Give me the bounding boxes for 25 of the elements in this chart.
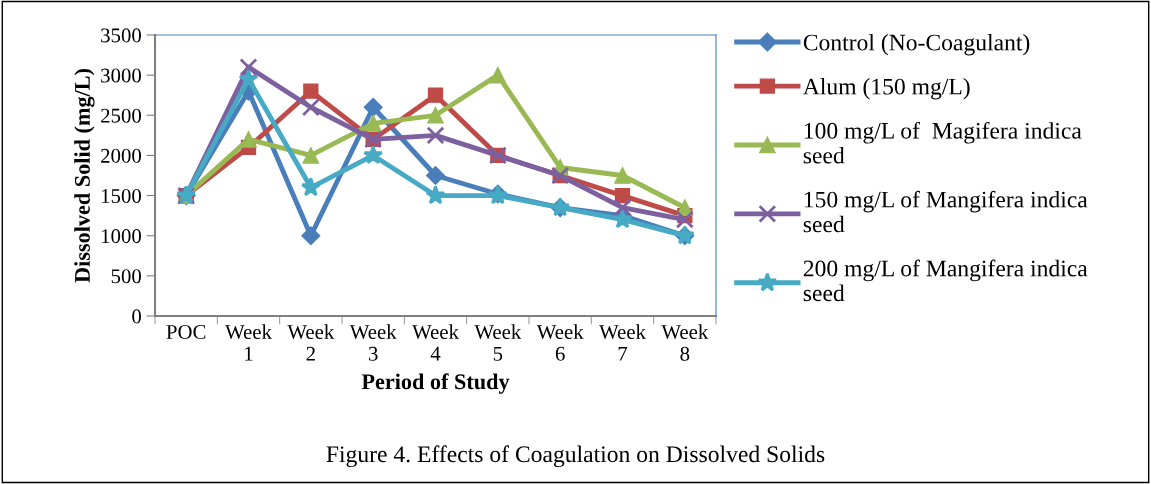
y-tick-label: 500 xyxy=(111,269,142,284)
y-tick-label: 3500 xyxy=(101,28,142,43)
y-tick-label: 0 xyxy=(132,309,142,324)
legend-label: 100 mg/L of Magifera indica seed xyxy=(803,121,1082,164)
legend-label: 150 mg/L of Mangifera indica seed xyxy=(803,190,1088,233)
y-axis-title: Dissolved Solid (mg/L) xyxy=(74,69,95,283)
x-tick-label: Week 1 xyxy=(225,324,272,361)
y-tick-label: 2000 xyxy=(101,148,142,163)
legend-label: 200 mg/L of Mangifera indica seed xyxy=(803,259,1088,302)
legend-label: Alum (150 mg/L) xyxy=(803,77,970,100)
x-tick-label: Week 3 xyxy=(349,324,397,361)
y-tick-label: 3000 xyxy=(101,68,142,83)
x-tick-label: Week 5 xyxy=(474,324,522,361)
y-tick-label: 1500 xyxy=(101,188,142,203)
x-tick-label: Week 4 xyxy=(412,324,459,361)
x-tick-label: POC xyxy=(166,324,206,339)
x-tick-label: Week 6 xyxy=(536,324,584,361)
x-tick-label: Week 7 xyxy=(599,324,646,361)
x-tick-label: Week 8 xyxy=(661,324,709,361)
y-tick-label: 2500 xyxy=(101,108,142,123)
y-tick-label: 1000 xyxy=(101,229,142,244)
x-tick-label: Week 2 xyxy=(287,324,335,361)
caption: Figure 4. Effects of Coagulation on Dissolved Solids xyxy=(326,445,825,468)
legend-label: Control (No-Coagulant) xyxy=(803,33,1030,56)
x-axis-title: Period of Study xyxy=(361,373,510,394)
